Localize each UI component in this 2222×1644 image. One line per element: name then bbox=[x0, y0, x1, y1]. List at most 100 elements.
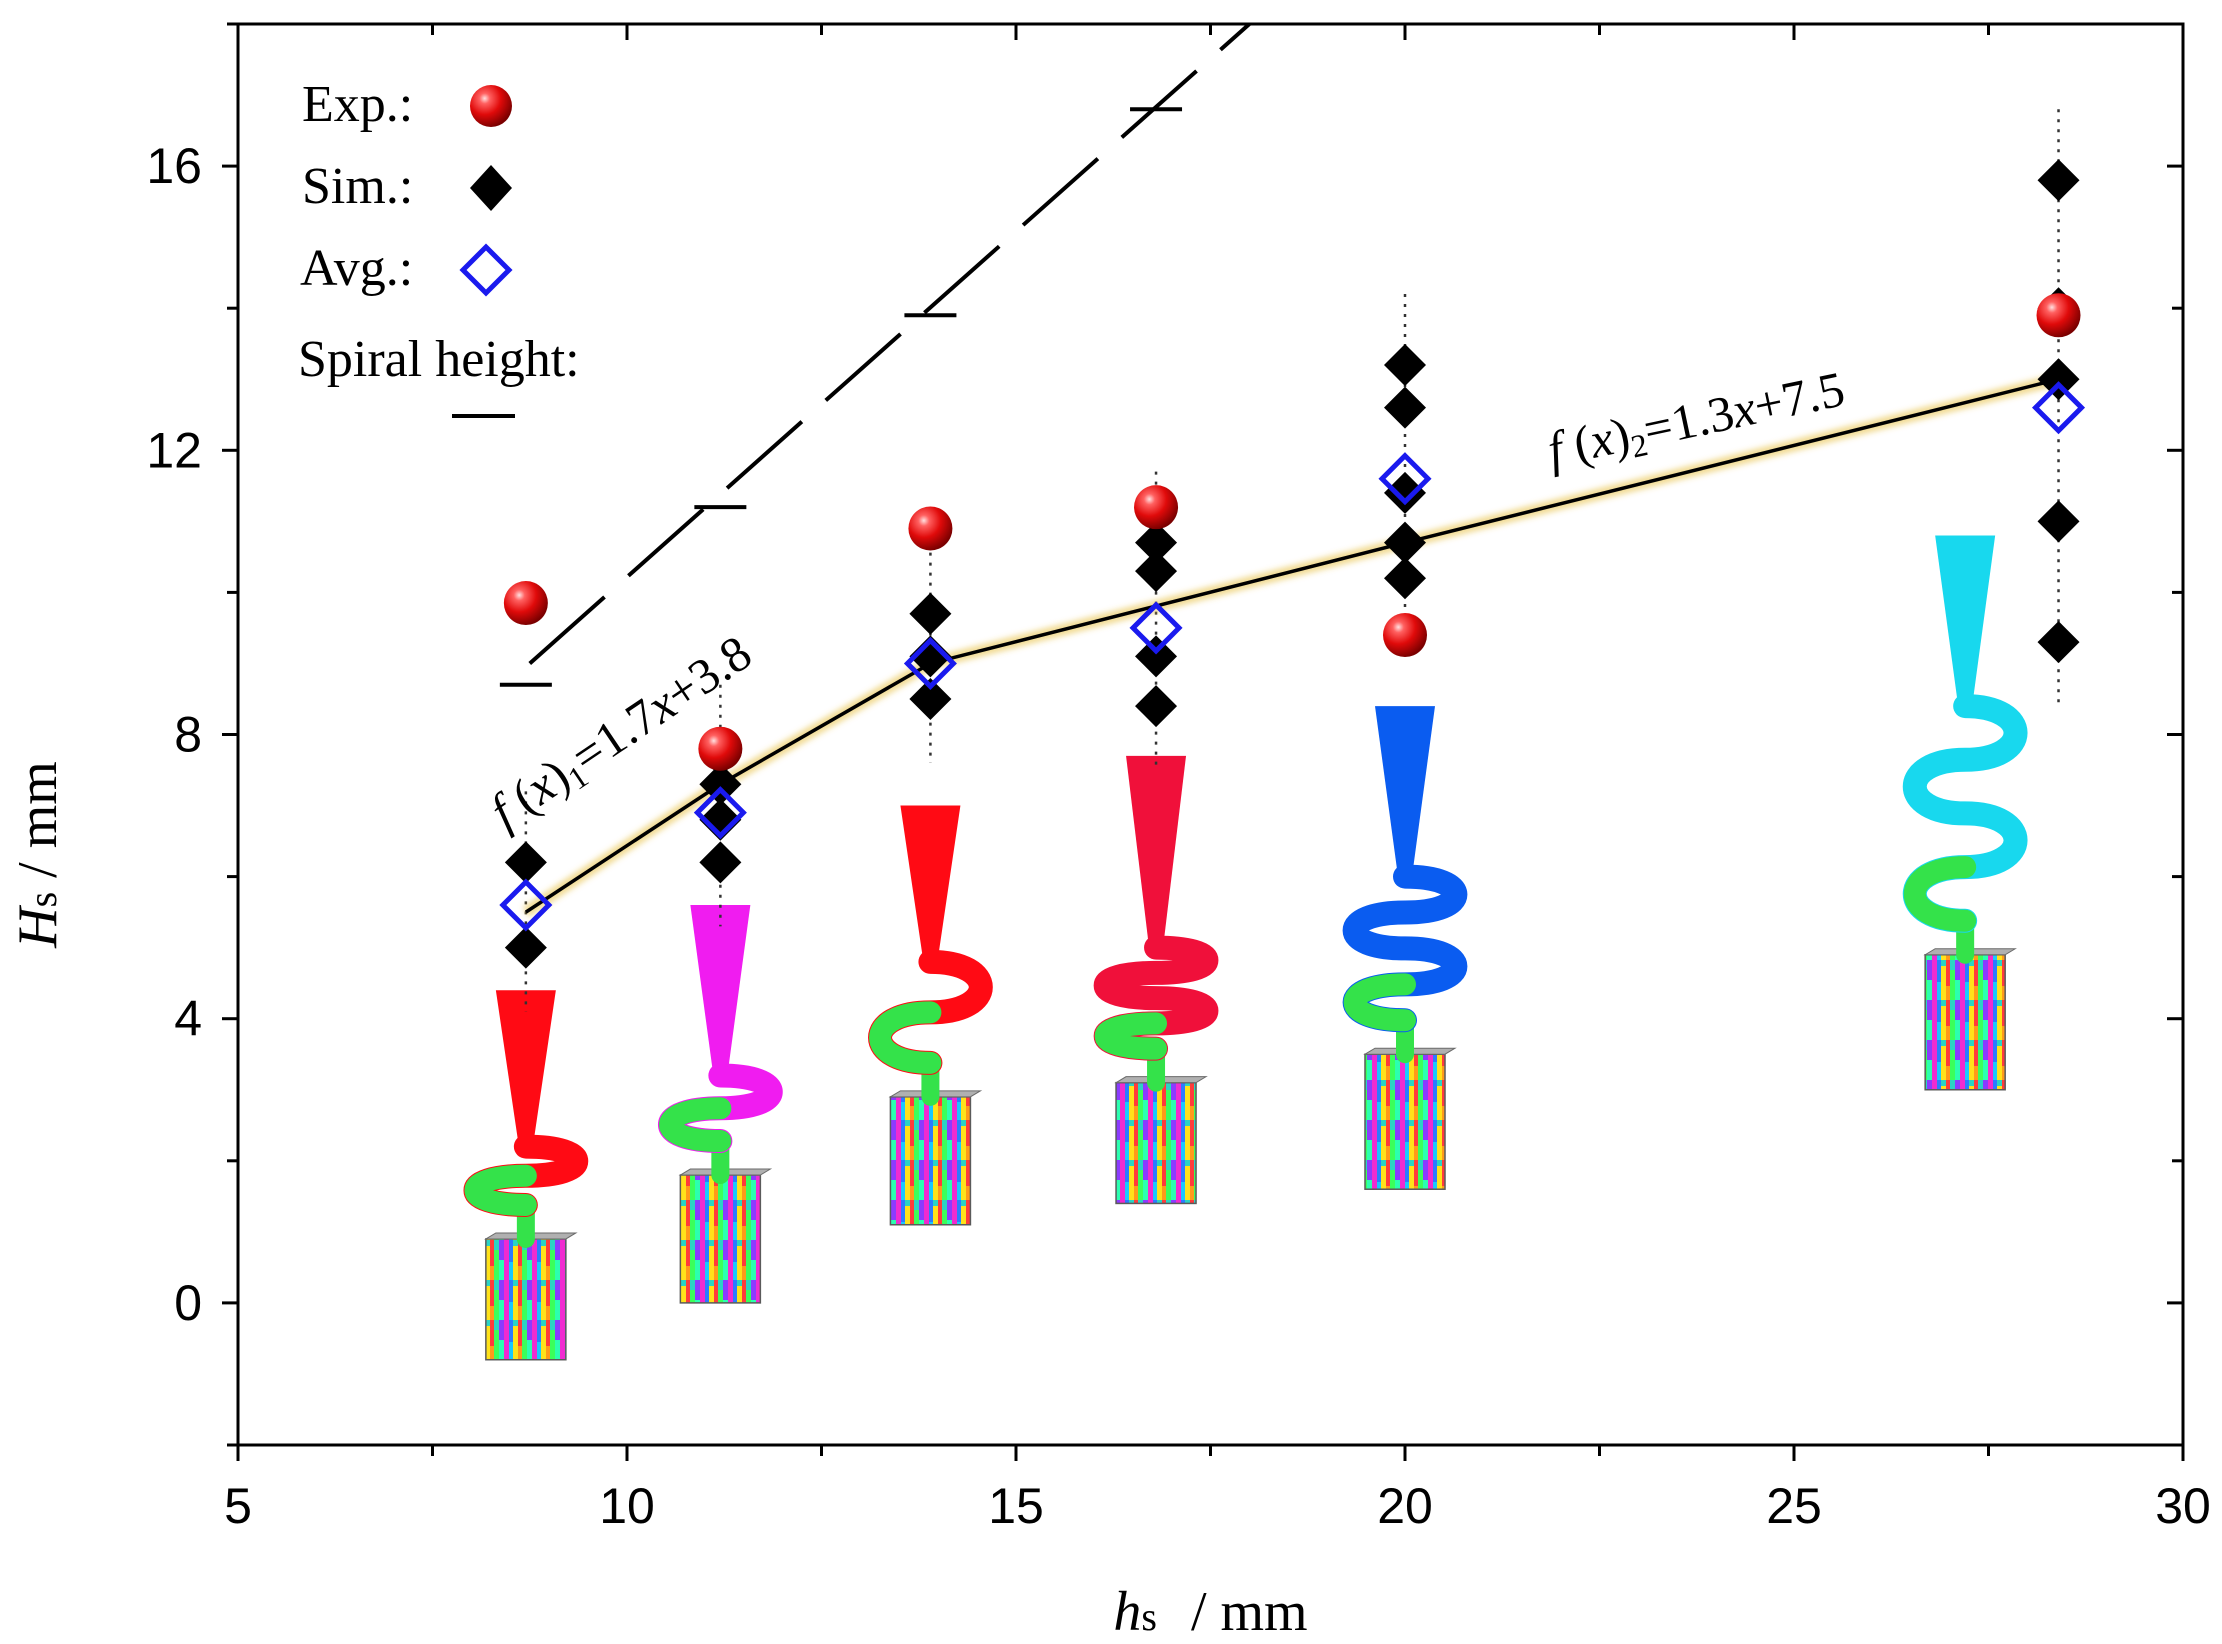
sim-point bbox=[504, 926, 547, 969]
avg-point bbox=[1378, 452, 1432, 506]
sim-point bbox=[909, 635, 952, 678]
spiral-height-dashes bbox=[499, 22, 1251, 687]
y-axis-var: H bbox=[7, 905, 69, 949]
spiral-funnel bbox=[1375, 706, 1435, 877]
avg-point bbox=[1129, 601, 1183, 655]
spiral-coil-lower-green bbox=[869, 1001, 942, 1074]
x-tick-label: 25 bbox=[1766, 1478, 1822, 1534]
sim-point bbox=[1384, 471, 1426, 514]
exp-point bbox=[1134, 485, 1179, 530]
spiral-base-block bbox=[679, 1174, 762, 1304]
sim-range-lines bbox=[524, 109, 2060, 1012]
avg-point bbox=[693, 786, 747, 840]
spiral-figure bbox=[1902, 535, 2028, 1091]
y-tick-label: 0 bbox=[174, 1275, 202, 1331]
y-tick-label: 4 bbox=[174, 991, 202, 1047]
x-axis-sub: s bbox=[1141, 1594, 1157, 1639]
spiral-base-block bbox=[485, 1238, 567, 1361]
x-axis-title: hs / mm bbox=[1113, 1581, 1307, 1643]
spiral-funnel bbox=[495, 990, 556, 1147]
sim-point bbox=[2037, 358, 2080, 401]
tick-labels: 5 10 15 20 25 30 0 4 8 12 16 bbox=[146, 138, 2210, 1534]
spiral-coil-upper bbox=[1902, 694, 2028, 933]
spiral-base-block bbox=[889, 1096, 972, 1226]
spiral-funnel bbox=[1126, 755, 1187, 948]
y-tick-label: 12 bbox=[146, 422, 202, 478]
y-axis-unit: / mm bbox=[7, 761, 69, 878]
legend-sim-marker bbox=[470, 165, 512, 211]
sim-point bbox=[2037, 621, 2080, 664]
x-tick-label: 15 bbox=[988, 1478, 1044, 1534]
spiral-base-block bbox=[1924, 954, 2006, 1091]
spiral-coil-lower-green bbox=[659, 1097, 732, 1153]
spiral-height-diagonal bbox=[528, 22, 1251, 665]
spiral-figure bbox=[658, 905, 783, 1304]
y-tick-label: 16 bbox=[146, 138, 202, 194]
avg-point bbox=[2031, 381, 2086, 435]
sim-markers bbox=[504, 159, 2080, 969]
x-tick-label: 5 bbox=[224, 1478, 252, 1534]
x-tick-label: 20 bbox=[1377, 1478, 1433, 1534]
eq2-rest: =1.3 bbox=[1638, 384, 1738, 458]
sim-point bbox=[1135, 685, 1178, 728]
sim-point bbox=[909, 677, 952, 720]
spiral-funnel bbox=[900, 805, 961, 962]
sim-point bbox=[1135, 521, 1178, 564]
avg-markers bbox=[499, 381, 2086, 932]
spiral-coil-lower-green bbox=[1094, 1012, 1168, 1060]
sim-point bbox=[699, 798, 742, 841]
sim-point bbox=[1135, 550, 1178, 593]
spiral-funnel bbox=[690, 905, 751, 1076]
fit-line-glow bbox=[522, 373, 2060, 918]
eq2-tail: +7.5 bbox=[1749, 360, 1849, 434]
sim-point bbox=[1135, 635, 1178, 678]
legend-spiral-label: Spiral height: bbox=[298, 331, 580, 388]
spiral-illustrations bbox=[463, 535, 2028, 1361]
exp-markers bbox=[503, 293, 2081, 771]
legend: Exp.: Sim.: Avg.: Spiral height: bbox=[298, 76, 580, 418]
x-tick-label: 10 bbox=[599, 1478, 655, 1534]
spiral-base-block bbox=[1364, 1053, 1446, 1190]
avg-point bbox=[903, 636, 957, 690]
sim-point bbox=[909, 592, 952, 635]
legend-exp-marker bbox=[470, 85, 512, 127]
sim-point bbox=[699, 841, 742, 884]
y-tick-label: 8 bbox=[174, 707, 202, 763]
fit-line bbox=[524, 377, 2059, 914]
sim-point bbox=[2037, 500, 2080, 543]
legend-sim-label: Sim.: bbox=[302, 158, 413, 215]
x-tick-label: 30 bbox=[2155, 1478, 2211, 1534]
sim-point bbox=[699, 763, 742, 806]
y-axis-title: Hs / mm bbox=[7, 761, 69, 949]
sim-point bbox=[2037, 159, 2080, 202]
spiral-coil-lower-green bbox=[1343, 973, 1416, 1032]
spiral-funnel bbox=[1935, 535, 1996, 707]
spiral-coil-lower-green bbox=[464, 1164, 537, 1216]
sim-point bbox=[504, 841, 547, 884]
spiral-figure bbox=[1343, 706, 1467, 1190]
equation-2: f (x)2=1.3x+7.5 bbox=[1543, 360, 1850, 481]
x-axis-unit: / mm bbox=[1191, 1581, 1308, 1643]
exp-point bbox=[1383, 613, 1427, 658]
exp-point bbox=[2036, 293, 2081, 338]
avg-point bbox=[499, 878, 553, 932]
exp-point bbox=[503, 581, 548, 626]
spiral-coil-lower-green bbox=[1903, 856, 1977, 932]
axis-ticks bbox=[222, 22, 2185, 1461]
spiral-base-block bbox=[1115, 1081, 1197, 1205]
legend-avg-marker bbox=[459, 243, 513, 297]
exp-point bbox=[698, 726, 743, 771]
spiral-figure bbox=[868, 805, 993, 1226]
sim-point bbox=[1384, 386, 1426, 429]
x-axis-var: h bbox=[1113, 1581, 1141, 1643]
legend-exp-label: Exp.: bbox=[302, 76, 413, 133]
spiral-figure bbox=[1093, 755, 1219, 1205]
y-axis-sub: s bbox=[20, 892, 65, 908]
exp-point bbox=[908, 506, 953, 551]
spiral-figure bbox=[463, 990, 588, 1361]
legend-avg-label: Avg.: bbox=[300, 240, 413, 297]
sim-point bbox=[1384, 521, 1426, 564]
sim-point bbox=[1384, 557, 1426, 600]
eq2-sub: 2 bbox=[1628, 426, 1651, 465]
